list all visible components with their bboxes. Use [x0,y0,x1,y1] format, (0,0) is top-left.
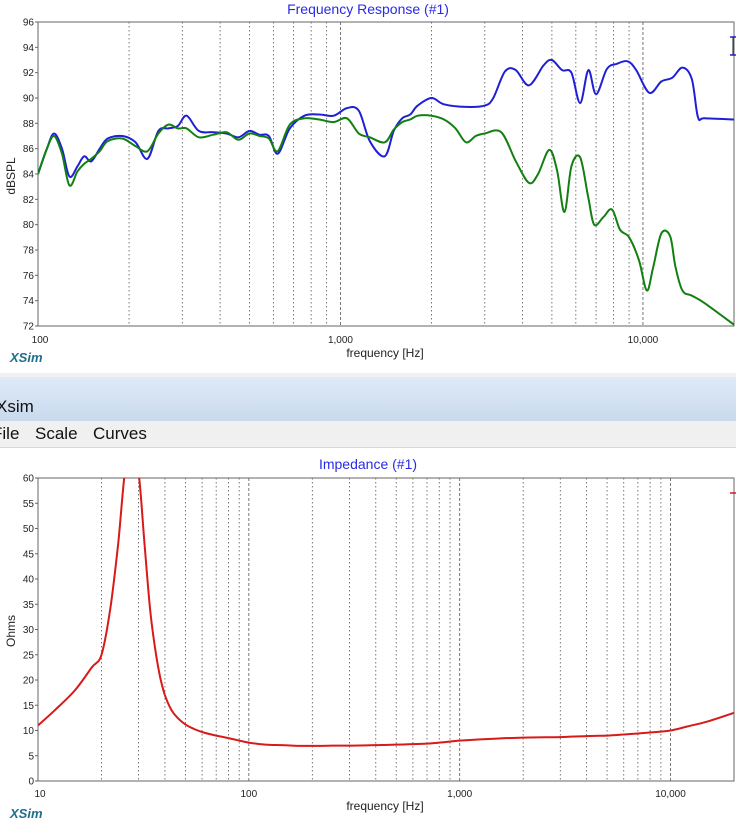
plot-frame [37,21,735,327]
menu-bar: File Scale Curves [0,421,736,448]
y-tick-label: 96 [23,18,35,29]
series-line-green [38,114,734,326]
y-tick-label: 92 [23,68,35,79]
y-tick-label: 80 [23,220,35,231]
y-tick-label: 82 [23,195,35,206]
y-tick-label: 84 [23,170,35,181]
series-line-red [38,478,734,747]
y-tick-label: 72 [23,322,35,333]
xsim-logo: XSim [9,806,43,821]
y-tick-label: 76 [23,271,35,282]
y-tick-label: 20 [23,676,35,687]
y-tick-label: 45 [23,549,35,560]
y-tick-label: 0 [28,777,34,788]
x-tick-label: 1,000 [328,335,353,346]
y-tick-label: 50 [23,524,35,535]
x-tick-label: 10,000 [628,335,659,346]
frequency-response-chart: Frequency Response (#1) 72 74 76 78 80 82 84 86… [4,1,736,365]
x-tick-label: 100 [240,789,257,800]
series-line-blue [38,58,734,179]
x-tick-label: 10,000 [655,789,686,800]
menu-curves[interactable]: Curves [93,424,147,443]
y-tick-label: 30 [23,625,35,636]
y-tick-label: 78 [23,246,35,257]
frequency-response-panel: Frequency Response (#1) 72 74 76 78 80 82 84 86… [0,0,736,373]
y-tick-label: 55 [23,499,35,510]
impedance-chart: Impedance (#1) 0 5 10 15 20 25 30 35 40 45 50 55 60 1… [4,456,736,821]
window-title: Xsim [0,397,34,416]
y-tick-label: 60 [23,474,35,485]
y-tick-label: 74 [23,296,35,307]
y-tick-label: 10 [23,726,35,737]
y-axis-label: dBSPL [4,157,18,195]
xsim-logo: XSim [9,350,43,365]
x-tick-label: 1,000 [447,789,472,800]
chart-title: Frequency Response (#1) [287,1,449,17]
menu-file[interactable]: File [0,424,20,443]
y-tick-label: 86 [23,144,35,155]
impedance-panel: Impedance (#1) 0 5 10 15 20 25 30 35 40 45 50 55 60 1… [0,448,736,825]
y-tick-label: 15 [23,701,35,712]
x-axis-label: frequency [Hz] [346,799,423,813]
y-tick-label: 5 [28,751,34,762]
y-tick-label: 94 [23,43,35,54]
window-title-bar: Xsim [0,373,736,421]
y-axis-label: Ohms [4,615,18,647]
y-tick-label: 40 [23,575,35,586]
menu-scale[interactable]: Scale [35,424,78,443]
y-tick-label: 25 [23,650,35,661]
y-tick-label: 35 [23,600,35,611]
chart-title: Impedance (#1) [319,456,417,472]
y-tick-label: 90 [23,94,35,105]
y-tick-label: 88 [23,119,35,130]
x-tick-label: 100 [32,335,49,346]
x-tick-label: 10 [34,789,46,800]
x-axis-label: frequency [Hz] [346,346,423,360]
